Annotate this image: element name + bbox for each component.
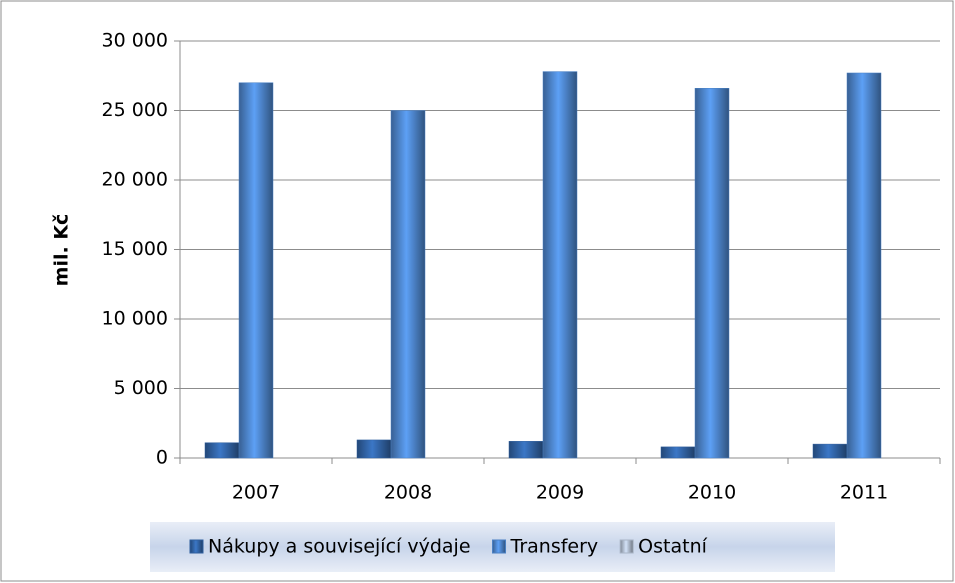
x-tick-label: 2008 bbox=[384, 482, 432, 504]
bar bbox=[846, 72, 882, 459]
y-tick-label: 30 000 bbox=[102, 30, 168, 52]
y-tick-label: 10 000 bbox=[102, 308, 168, 330]
bar bbox=[390, 110, 426, 459]
x-tick-label: 2007 bbox=[232, 482, 280, 504]
legend-swatch bbox=[189, 539, 204, 554]
bar bbox=[238, 82, 274, 459]
y-tick-label: 25 000 bbox=[102, 99, 168, 121]
legend-label: Transfery bbox=[510, 536, 599, 558]
x-tick-label: 2010 bbox=[688, 482, 736, 504]
legend-label: Nákupy a související výdaje bbox=[208, 536, 471, 558]
legend-swatch bbox=[619, 539, 634, 554]
bar bbox=[204, 442, 240, 459]
bar bbox=[812, 443, 848, 459]
x-tick-label: 2011 bbox=[840, 482, 888, 504]
x-tick-label: 2009 bbox=[536, 482, 584, 504]
y-axis-label: mil. Kč bbox=[51, 214, 73, 287]
bar bbox=[542, 71, 578, 459]
legend-swatch bbox=[492, 539, 507, 554]
bar bbox=[356, 439, 392, 459]
y-tick-label: 20 000 bbox=[102, 169, 168, 191]
y-tick-label: 5 000 bbox=[114, 377, 168, 399]
bar bbox=[660, 446, 696, 459]
bar bbox=[694, 88, 730, 459]
legend-label: Ostatní bbox=[638, 536, 707, 558]
y-tick-label: 15 000 bbox=[102, 238, 168, 260]
y-tick-label: 0 bbox=[156, 447, 168, 469]
bar bbox=[508, 441, 544, 459]
